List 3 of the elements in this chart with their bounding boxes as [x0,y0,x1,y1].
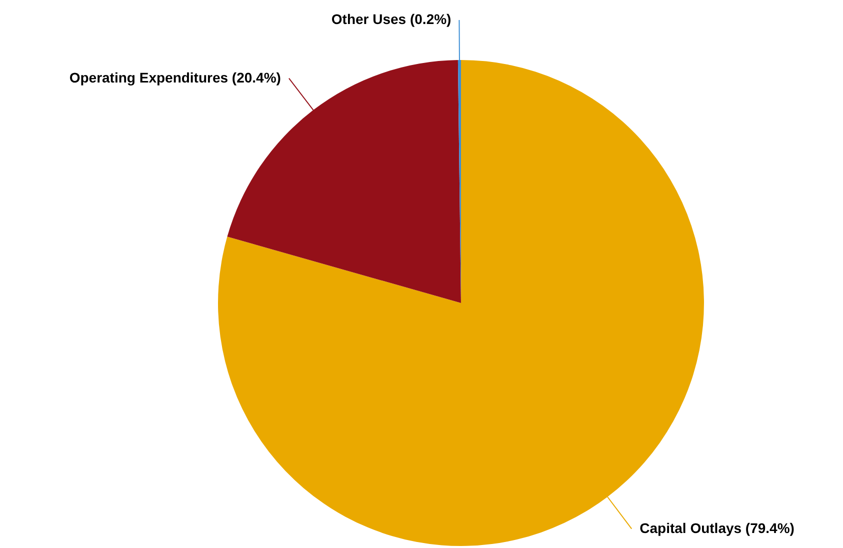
slice-label: Other Uses (0.2%) [331,11,452,28]
slice-label: Capital Outlays (79.4%) [640,520,794,536]
slice-label: Operating Expenditures (20.4%) [69,69,281,86]
